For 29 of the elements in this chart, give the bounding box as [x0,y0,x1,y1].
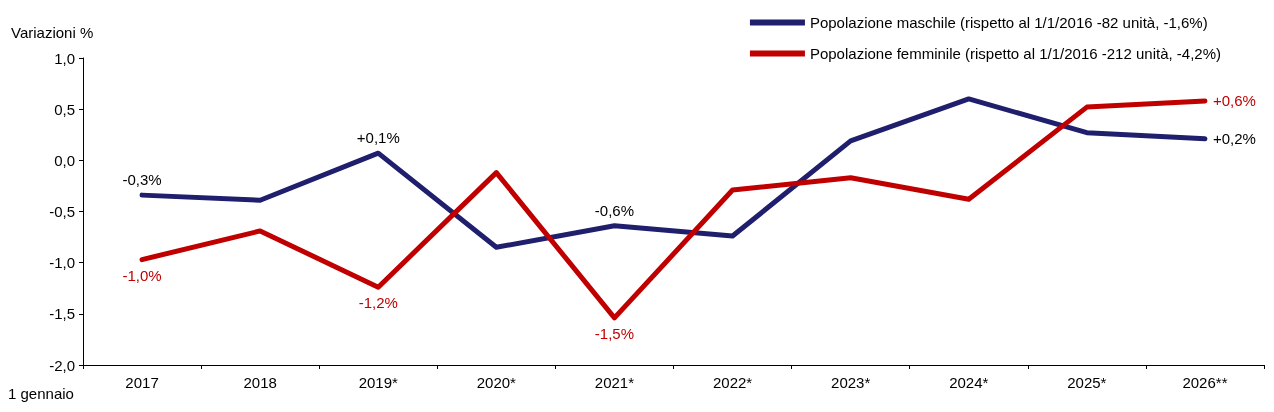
x-tick-label: 2023* [831,374,871,391]
y-tick-label: 0,0 [54,151,75,169]
x-tick-label: 2017 [125,374,159,391]
data-label: +0,1% [356,129,400,147]
legend-label: Popolazione maschile (rispetto al 1/1/2016 -82 unità, -1,6%) [809,14,1208,31]
data-label: -0,6% [594,201,635,219]
x-tick-label: 2020* [476,374,517,391]
data-label: +0,2% [1212,130,1256,148]
data-label: -1,5% [594,324,635,342]
y-tick-label: 1,0 [54,49,75,67]
y-tick-label: -0,5 [49,203,75,220]
y-axis-title: Variazioni % [11,24,94,41]
x-tick-label: 2025* [1067,374,1107,391]
data-label: +0,6% [1212,92,1256,110]
y-tick-label: 0,5 [54,100,75,118]
x-tick-label: 2021* [594,374,635,391]
x-axis-title: 1 gennaio [8,385,74,402]
y-tick-label: -2,0 [49,356,75,374]
legend-label: Popolazione femminile (rispetto al 1/1/2016 -212 unità, -4,2%) [809,45,1222,62]
y-tick-label: -1,0 [49,254,75,272]
data-label: -0,3% [122,171,162,189]
x-tick-label: 2022* [712,374,753,391]
x-tick-label: 2019* [358,374,399,391]
data-label: -1,0% [122,266,162,284]
x-tick-label: 2018 [243,374,277,391]
data-label: -1,2% [358,294,398,312]
y-tick-label: -1,5 [49,305,75,323]
x-tick-label: 2024* [949,374,989,391]
x-tick-label: 2026** [1182,374,1228,391]
